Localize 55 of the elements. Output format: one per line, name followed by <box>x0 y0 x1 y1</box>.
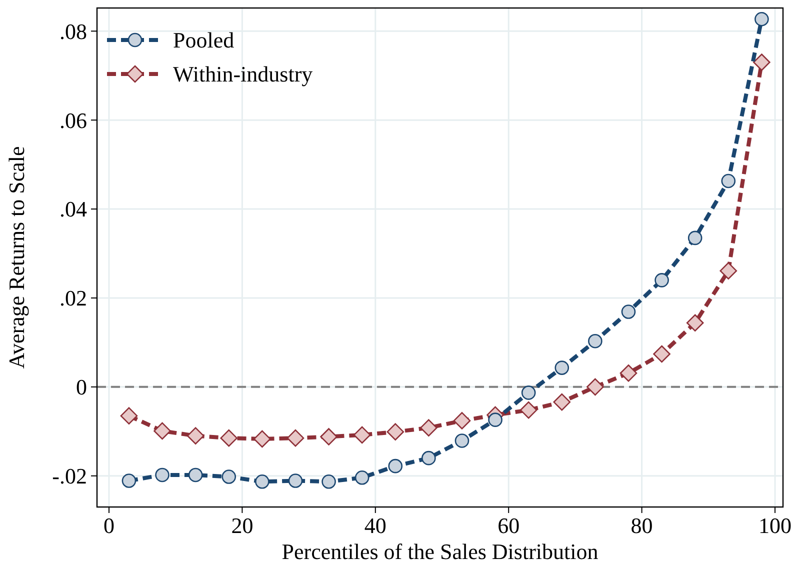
y-tick-label: .08 <box>60 18 87 44</box>
y-axis-title: Average Returns to Scale <box>4 146 29 369</box>
point <box>388 458 403 474</box>
point <box>353 426 371 444</box>
point <box>154 422 171 440</box>
point <box>120 407 138 424</box>
point <box>720 262 738 280</box>
point <box>322 474 336 489</box>
point <box>386 423 404 440</box>
point <box>521 386 536 400</box>
y-tick-label: -.02 <box>52 464 87 489</box>
x-tick-label: 60 <box>498 513 520 538</box>
point <box>188 468 203 482</box>
x-tick-label: 20 <box>231 513 254 538</box>
point <box>588 334 602 348</box>
point <box>222 470 236 484</box>
point <box>220 429 238 447</box>
point <box>686 314 704 332</box>
point <box>688 230 702 246</box>
point <box>654 273 669 288</box>
point <box>553 393 571 411</box>
point <box>488 412 502 427</box>
x-tick-label: 40 <box>364 513 386 538</box>
point <box>621 304 636 319</box>
point <box>453 412 471 430</box>
point <box>254 430 271 448</box>
point <box>754 12 769 26</box>
point <box>420 419 438 436</box>
point <box>122 474 136 488</box>
x-tick-label: 100 <box>758 513 791 538</box>
legend-label: Within-industry <box>173 62 313 87</box>
y-tick-label: 0 <box>76 374 87 400</box>
point <box>620 364 638 382</box>
point <box>422 450 436 466</box>
point <box>286 429 304 447</box>
legend-label: Pooled <box>173 28 234 53</box>
x-tick-label: 80 <box>630 513 653 538</box>
point <box>520 401 538 419</box>
point <box>721 174 736 188</box>
y-tick-label: .02 <box>60 286 87 311</box>
point <box>288 474 303 488</box>
point <box>454 434 470 448</box>
point <box>753 54 770 71</box>
y-tick-label: .04 <box>60 196 87 222</box>
x-tick-label: 0 <box>103 513 114 538</box>
point <box>320 428 338 446</box>
point <box>586 378 604 396</box>
point <box>554 360 570 375</box>
point <box>255 474 270 489</box>
point <box>653 345 670 363</box>
point <box>155 468 170 482</box>
point <box>186 427 204 444</box>
x-axis-title: Percentiles of the Sales Distribution <box>282 539 598 564</box>
point <box>354 470 370 485</box>
y-tick-label: .06 <box>60 108 87 133</box>
